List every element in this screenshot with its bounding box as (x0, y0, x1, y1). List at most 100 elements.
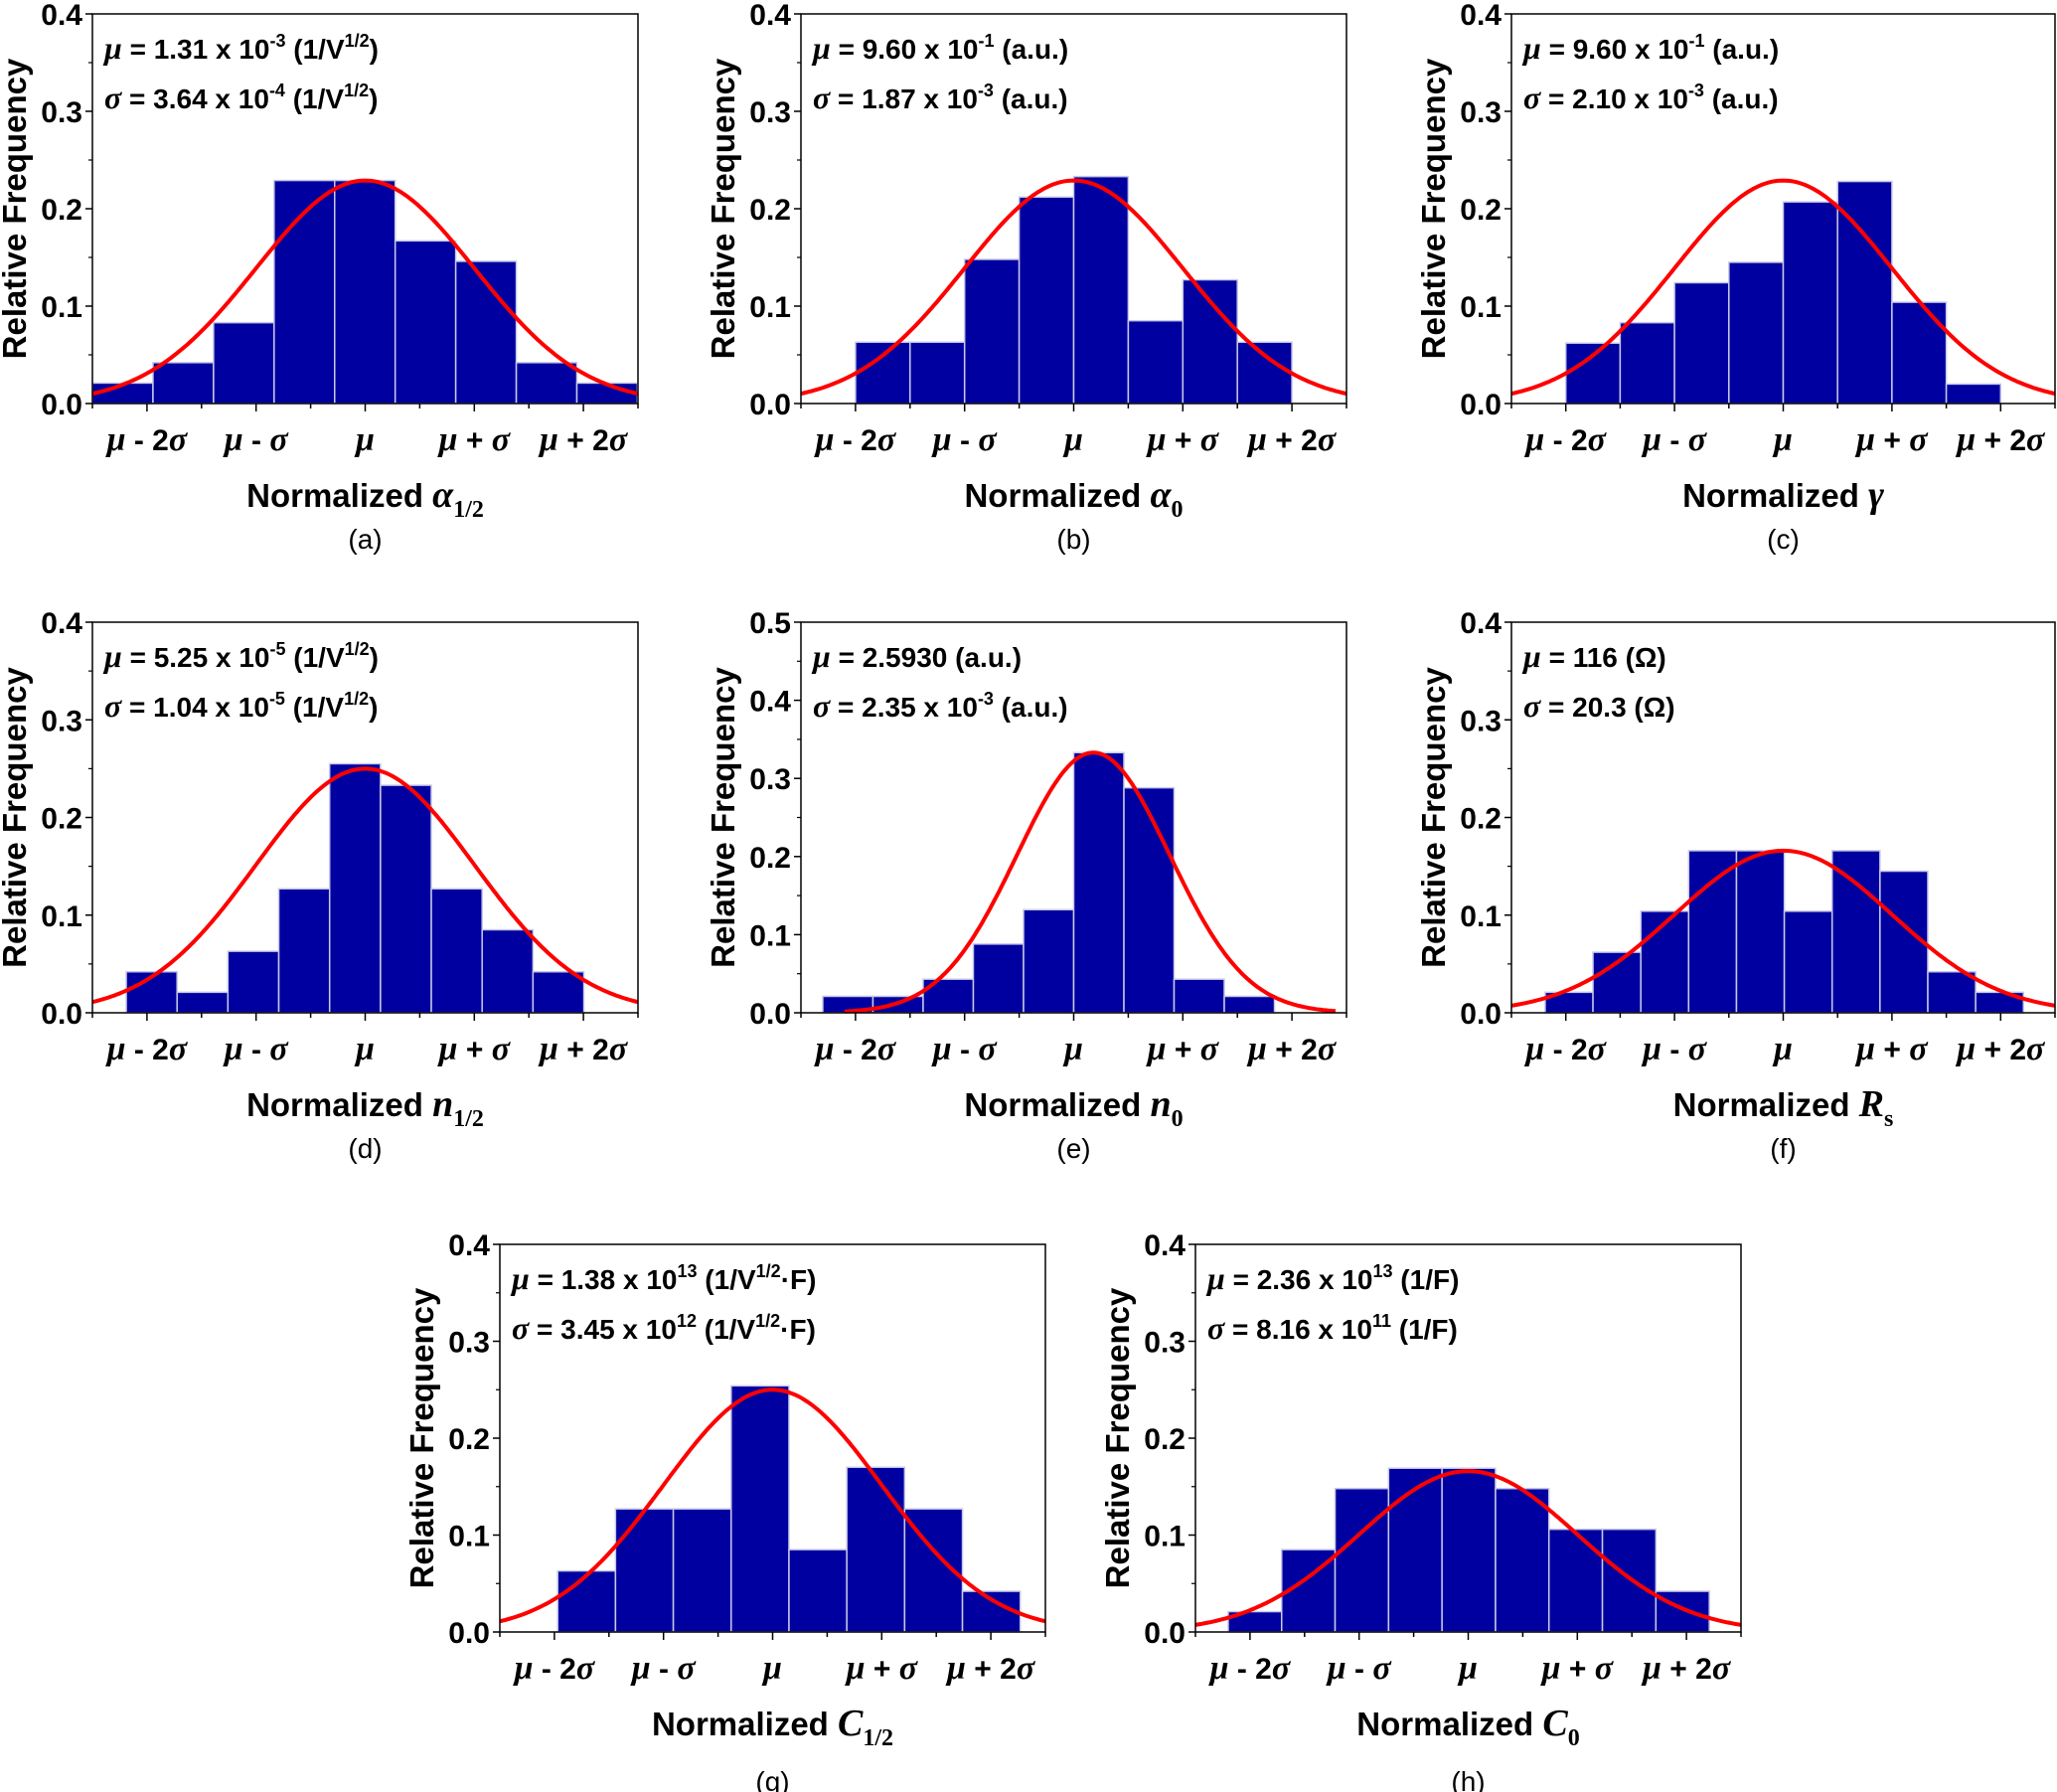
sigma-symbol: σ (1017, 1650, 1036, 1687)
sigma-stat-exponent: -3 (978, 81, 994, 100)
sigma-stat-exponent: -5 (269, 689, 285, 709)
sigma-stat-value: = 20.3 (Ω) (1540, 692, 1674, 723)
x-label-symbol: n (432, 1083, 453, 1125)
text-span: + (457, 424, 491, 457)
y-tick-label: 0.3 (41, 96, 82, 129)
histogram-bar (273, 179, 336, 405)
mu-stat: μ = 1.31 x 10-3 (1/V1/2) (102, 30, 379, 66)
mu-stat: μ = 9.60 x 10-1 (a.u.) (1521, 30, 1779, 66)
gaussian-fit-curve (800, 178, 1347, 397)
x-label-subscript: 0 (1172, 1106, 1184, 1132)
y-tick-label: 0.1 (1460, 291, 1502, 324)
histogram-bar (556, 1569, 617, 1633)
y-axis-label: Relative Frequency (1099, 1287, 1136, 1588)
mu-stat-unit: (a.u.) (995, 34, 1069, 65)
y-axis-label: Relative Frequency (1415, 58, 1452, 359)
mu-stat: μ = 5.25 x 10-5 (1/V1/2) (102, 638, 379, 674)
histogram-bar (334, 179, 396, 405)
x-tick-label: μ + σ (437, 421, 512, 458)
mu-symbol: μ (931, 1031, 952, 1067)
mu-symbol: μ (513, 1650, 534, 1687)
mu-stat-unit-exponent: 1/2 (345, 31, 370, 51)
mu-symbol: μ (1955, 421, 1976, 458)
histogram-bar (788, 1548, 848, 1633)
histogram-bar (1495, 1487, 1550, 1633)
sigma-symbol: σ (1200, 421, 1220, 458)
x-tick-label: μ + σ (1854, 1031, 1929, 1067)
mu-symbol: μ (1641, 1031, 1661, 1067)
text-span: + 2 (558, 1034, 609, 1066)
mu-stat-exponent: -1 (1688, 31, 1704, 51)
gaussian-fit-curve (91, 766, 639, 1005)
x-tick-label: μ + σ (1854, 421, 1929, 458)
y-tick-label: 0.2 (749, 842, 791, 875)
y-tick-label: 0.3 (41, 705, 82, 737)
sigma-symbol: σ (609, 421, 629, 458)
mu-symbol: μ (1641, 421, 1661, 458)
mu-symbol: μ (223, 1031, 243, 1067)
sigma-symbol: σ (169, 421, 189, 458)
sigma-symbol: σ (1318, 421, 1338, 458)
sigma-symbol: σ (609, 1031, 629, 1067)
sigma-symbol: σ (269, 421, 289, 458)
x-label-subscript: 1/2 (863, 1725, 893, 1751)
histogram-bar (1735, 850, 1786, 1014)
sigma-stat-unit: (1/V (285, 83, 344, 114)
text-span: - (1661, 424, 1688, 457)
sigma-stat-exponent: -4 (269, 81, 285, 100)
mu-symbol: μ (1062, 421, 1083, 458)
text-span: - 2 (126, 424, 169, 457)
panel-caption: (g) (755, 1766, 789, 1792)
sigma-symbol: σ (1588, 1031, 1608, 1067)
bars (1544, 850, 2025, 1014)
text-span: + 2 (1976, 424, 2026, 457)
mu-stat: μ = 2.36 x 1013 (1/F) (1205, 1260, 1459, 1296)
histogram-bar (855, 341, 911, 405)
y-axis-label: Relative Frequency (0, 58, 33, 359)
mu-symbol: μ (630, 1650, 651, 1687)
y-tick-label: 0.5 (749, 607, 791, 640)
x-axis-label: Normalized n1/2 (246, 1083, 484, 1132)
sigma-symbol: σ (899, 1650, 919, 1687)
x-label-prefix: Normalized (1673, 1086, 1859, 1123)
histogram-bar (1891, 301, 1948, 405)
mu-symbol: μ (1955, 1031, 1976, 1067)
x-label-prefix: Normalized (964, 1086, 1150, 1123)
mu-stat-exponent: -3 (269, 31, 285, 51)
mu-symbol: μ (1146, 421, 1167, 458)
x-tick-label: μ + σ (1540, 1650, 1615, 1687)
x-label-symbol: C (838, 1703, 864, 1744)
y-tick-label: 0.0 (1144, 1617, 1186, 1650)
sigma-stat-exponent: 12 (677, 1311, 697, 1331)
bars (125, 762, 585, 1014)
mu-stat: μ = 9.60 x 10-1 (a.u.) (811, 30, 1068, 66)
histogram-bar (1927, 970, 1977, 1014)
histogram-bar (1879, 870, 1929, 1014)
sigma-stat-unit: (1/V (285, 692, 344, 723)
mu-stat: μ = 1.38 x 1013 (1/V1/2·F) (510, 1260, 816, 1296)
sigma-stat: σ = 3.64 x 10-4 (1/V1/2) (104, 80, 378, 115)
sigma-stat-value: = 1.87 x 10 (830, 83, 978, 114)
sigma-symbol: σ (877, 421, 897, 458)
mu-stat-unit: (1/F) (1393, 1264, 1460, 1295)
x-axis-label: Normalized α0 (964, 474, 1183, 523)
sigma-stat: σ = 2.10 x 10-3 (a.u.) (1523, 80, 1779, 115)
mu-stat-unit-exponent: 1/2 (756, 1261, 781, 1281)
y-tick-label: 0.2 (41, 194, 82, 227)
sigma-symbol: σ (1588, 421, 1608, 458)
sigma-stat-exponent: 11 (1372, 1311, 1391, 1331)
sigma-stat: σ = 20.3 (Ω) (1523, 688, 1675, 724)
histogram-bar (1334, 1487, 1390, 1633)
text-span: - 2 (126, 1034, 169, 1066)
sigma-stat-symbol: σ (1207, 1310, 1225, 1346)
mu-symbol: μ (761, 1650, 782, 1687)
mu-stat-value: = 2.36 x 10 (1225, 1264, 1373, 1295)
sigma-stat-unit-end: ) (369, 83, 378, 114)
sigma-symbol: σ (2026, 421, 2046, 458)
text-span: - (952, 1034, 979, 1066)
y-axis-label: Relative Frequency (705, 667, 741, 968)
gaussian-fit-curve (1510, 178, 2056, 397)
x-label-symbol: C (1542, 1703, 1568, 1744)
histogram-bar (1548, 1528, 1604, 1633)
histogram-bar (1655, 1590, 1710, 1633)
